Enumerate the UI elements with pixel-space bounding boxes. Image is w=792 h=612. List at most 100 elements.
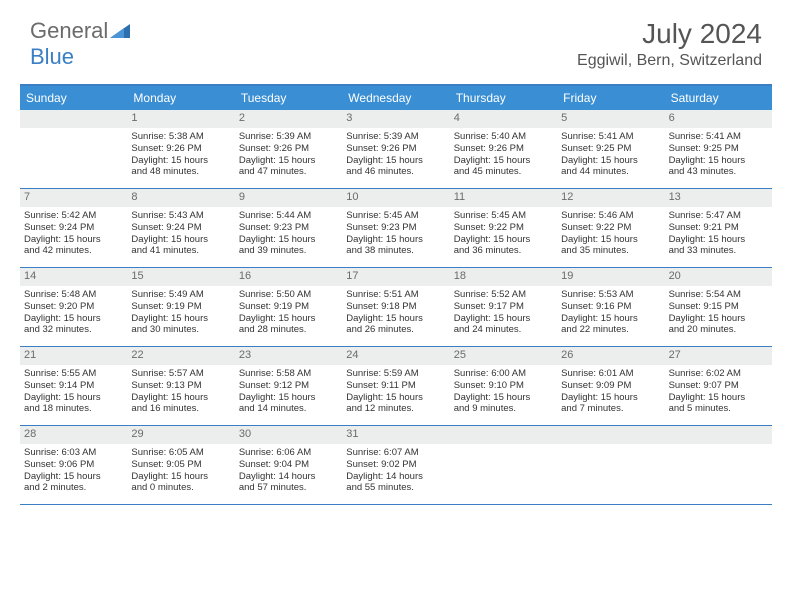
day-cell: 11Sunrise: 5:45 AMSunset: 9:22 PMDayligh… [450, 189, 557, 267]
sunset-text: Sunset: 9:26 PM [131, 143, 230, 155]
sunset-text: Sunset: 9:13 PM [131, 380, 230, 392]
weekday-header: Tuesday [235, 86, 342, 110]
week-row: 21Sunrise: 5:55 AMSunset: 9:14 PMDayligh… [20, 347, 772, 426]
weekday-header: Saturday [665, 86, 772, 110]
day-number: 27 [665, 347, 772, 365]
day-cell: 1Sunrise: 5:38 AMSunset: 9:26 PMDaylight… [127, 110, 234, 188]
daylight2-text: and 22 minutes. [561, 324, 660, 336]
day-number: 18 [450, 268, 557, 286]
day-number [20, 110, 127, 128]
weekday-header: Wednesday [342, 86, 449, 110]
logo-text-1: General [30, 18, 108, 44]
day-number: 30 [235, 426, 342, 444]
day-cell: 29Sunrise: 6:05 AMSunset: 9:05 PMDayligh… [127, 426, 234, 504]
daylight2-text: and 48 minutes. [131, 166, 230, 178]
sunset-text: Sunset: 9:12 PM [239, 380, 338, 392]
sunrise-text: Sunrise: 5:48 AM [24, 289, 123, 301]
day-number: 2 [235, 110, 342, 128]
sunrise-text: Sunrise: 5:40 AM [454, 131, 553, 143]
sunset-text: Sunset: 9:20 PM [24, 301, 123, 313]
sunrise-text: Sunrise: 5:45 AM [346, 210, 445, 222]
day-number: 4 [450, 110, 557, 128]
daylight2-text: and 36 minutes. [454, 245, 553, 257]
day-cell: 10Sunrise: 5:45 AMSunset: 9:23 PMDayligh… [342, 189, 449, 267]
daylight1-text: Daylight: 15 hours [669, 392, 768, 404]
header: General July 2024 Eggiwil, Bern, Switzer… [0, 0, 792, 78]
location-text: Eggiwil, Bern, Switzerland [577, 52, 762, 70]
day-number: 5 [557, 110, 664, 128]
day-cell [450, 426, 557, 504]
logo: General [30, 18, 130, 44]
day-cell: 8Sunrise: 5:43 AMSunset: 9:24 PMDaylight… [127, 189, 234, 267]
sunset-text: Sunset: 9:19 PM [131, 301, 230, 313]
sunrise-text: Sunrise: 5:53 AM [561, 289, 660, 301]
sunrise-text: Sunrise: 5:47 AM [669, 210, 768, 222]
sunrise-text: Sunrise: 6:05 AM [131, 447, 230, 459]
sunrise-text: Sunrise: 5:45 AM [454, 210, 553, 222]
week-row: 7Sunrise: 5:42 AMSunset: 9:24 PMDaylight… [20, 189, 772, 268]
daylight2-text: and 42 minutes. [24, 245, 123, 257]
daylight2-text: and 43 minutes. [669, 166, 768, 178]
daylight2-text: and 2 minutes. [24, 482, 123, 494]
sunrise-text: Sunrise: 5:57 AM [131, 368, 230, 380]
sunrise-text: Sunrise: 6:01 AM [561, 368, 660, 380]
sunrise-text: Sunrise: 5:44 AM [239, 210, 338, 222]
day-cell: 24Sunrise: 5:59 AMSunset: 9:11 PMDayligh… [342, 347, 449, 425]
week-row: 14Sunrise: 5:48 AMSunset: 9:20 PMDayligh… [20, 268, 772, 347]
sunset-text: Sunset: 9:26 PM [346, 143, 445, 155]
daylight1-text: Daylight: 15 hours [454, 155, 553, 167]
daylight2-text: and 7 minutes. [561, 403, 660, 415]
day-cell: 15Sunrise: 5:49 AMSunset: 9:19 PMDayligh… [127, 268, 234, 346]
title-block: July 2024 Eggiwil, Bern, Switzerland [577, 18, 762, 70]
logo-text-2: Blue [30, 44, 74, 70]
day-number: 15 [127, 268, 234, 286]
day-number: 29 [127, 426, 234, 444]
sunset-text: Sunset: 9:11 PM [346, 380, 445, 392]
daylight1-text: Daylight: 15 hours [131, 155, 230, 167]
daylight1-text: Daylight: 15 hours [131, 234, 230, 246]
sunset-text: Sunset: 9:06 PM [24, 459, 123, 471]
daylight1-text: Daylight: 15 hours [669, 313, 768, 325]
day-cell: 28Sunrise: 6:03 AMSunset: 9:06 PMDayligh… [20, 426, 127, 504]
weekday-header: Monday [127, 86, 234, 110]
sunset-text: Sunset: 9:18 PM [346, 301, 445, 313]
day-cell: 14Sunrise: 5:48 AMSunset: 9:20 PMDayligh… [20, 268, 127, 346]
day-cell: 23Sunrise: 5:58 AMSunset: 9:12 PMDayligh… [235, 347, 342, 425]
day-cell: 31Sunrise: 6:07 AMSunset: 9:02 PMDayligh… [342, 426, 449, 504]
daylight1-text: Daylight: 15 hours [24, 234, 123, 246]
daylight2-text: and 46 minutes. [346, 166, 445, 178]
day-number [665, 426, 772, 444]
day-number: 21 [20, 347, 127, 365]
sunset-text: Sunset: 9:17 PM [454, 301, 553, 313]
daylight1-text: Daylight: 15 hours [669, 234, 768, 246]
sunrise-text: Sunrise: 5:52 AM [454, 289, 553, 301]
daylight2-text: and 18 minutes. [24, 403, 123, 415]
week-row: 28Sunrise: 6:03 AMSunset: 9:06 PMDayligh… [20, 426, 772, 505]
calendar: SundayMondayTuesdayWednesdayThursdayFrid… [20, 84, 772, 505]
day-cell: 22Sunrise: 5:57 AMSunset: 9:13 PMDayligh… [127, 347, 234, 425]
logo-triangle-icon [110, 18, 130, 44]
day-number: 17 [342, 268, 449, 286]
daylight1-text: Daylight: 15 hours [561, 155, 660, 167]
sunrise-text: Sunrise: 5:55 AM [24, 368, 123, 380]
daylight2-text: and 33 minutes. [669, 245, 768, 257]
day-number: 22 [127, 347, 234, 365]
daylight2-text: and 45 minutes. [454, 166, 553, 178]
day-number: 25 [450, 347, 557, 365]
day-cell [557, 426, 664, 504]
day-cell: 25Sunrise: 6:00 AMSunset: 9:10 PMDayligh… [450, 347, 557, 425]
day-cell: 19Sunrise: 5:53 AMSunset: 9:16 PMDayligh… [557, 268, 664, 346]
sunrise-text: Sunrise: 6:06 AM [239, 447, 338, 459]
day-cell [665, 426, 772, 504]
daylight2-text: and 55 minutes. [346, 482, 445, 494]
daylight2-text: and 41 minutes. [131, 245, 230, 257]
daylight1-text: Daylight: 15 hours [454, 234, 553, 246]
daylight1-text: Daylight: 15 hours [239, 313, 338, 325]
daylight2-text: and 9 minutes. [454, 403, 553, 415]
daylight2-text: and 16 minutes. [131, 403, 230, 415]
day-number: 1 [127, 110, 234, 128]
daylight1-text: Daylight: 15 hours [239, 234, 338, 246]
daylight2-text: and 32 minutes. [24, 324, 123, 336]
sunset-text: Sunset: 9:26 PM [239, 143, 338, 155]
daylight1-text: Daylight: 15 hours [239, 155, 338, 167]
